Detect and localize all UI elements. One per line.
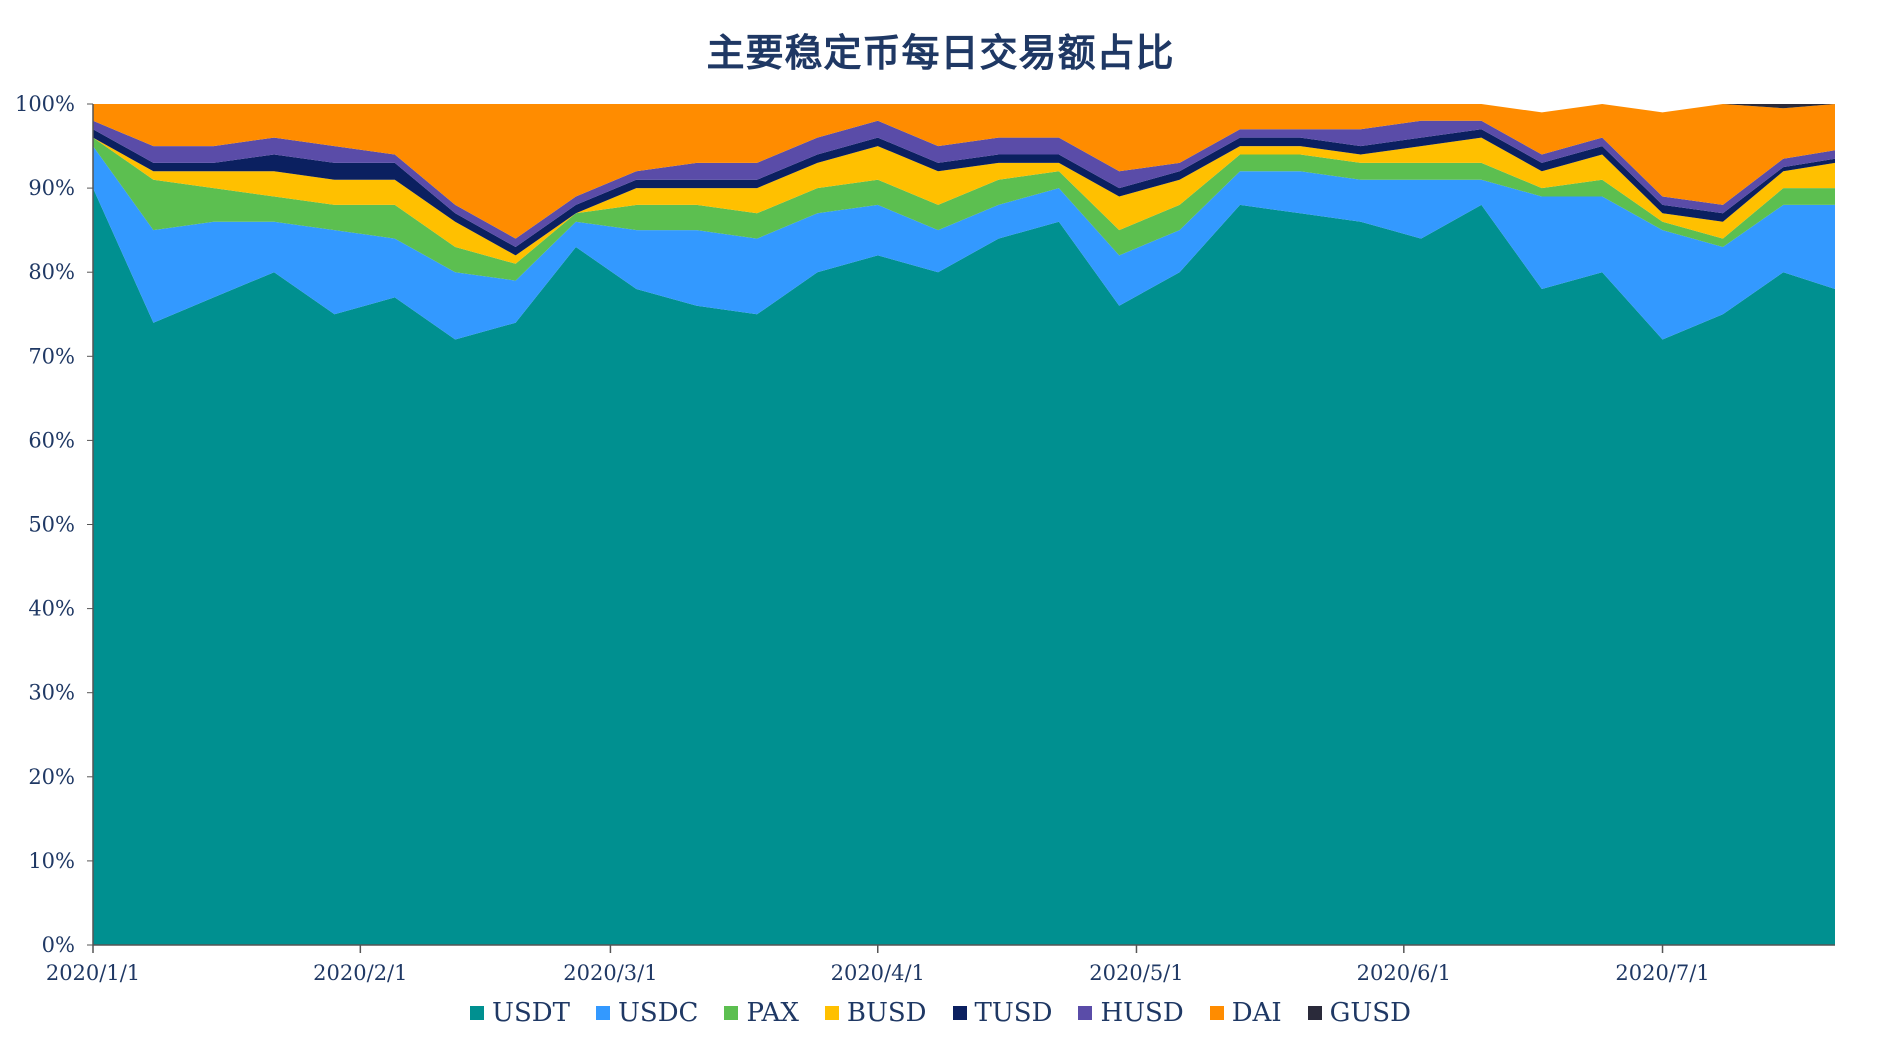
chart-title: 主要稳定币每日交易额占比 (706, 30, 1175, 75)
area-series-usdc (93, 146, 1835, 340)
legend-swatch (595, 1006, 610, 1020)
legend-item-busd: BUSD (824, 998, 927, 1028)
area-series-usdt (93, 188, 1835, 946)
legend-item-dai: DAI (1209, 998, 1282, 1028)
legend-swatch (824, 1006, 839, 1020)
legend-label: HUSD (1100, 998, 1184, 1028)
area-series-pax (93, 137, 1835, 281)
legend-item-gusd: GUSD (1307, 998, 1411, 1028)
y-tick-label: 30% (28, 681, 75, 705)
legend-item-husd: HUSD (1078, 998, 1184, 1028)
y-tick-label: 100% (15, 92, 75, 116)
x-tick-label: 2020/5/1 (1089, 961, 1183, 985)
legend-item-usdc: USDC (595, 998, 699, 1028)
legend-label: USDT (492, 998, 570, 1028)
legend-label: USDC (617, 998, 699, 1028)
legend-label: BUSD (846, 998, 927, 1028)
y-tick-label: 0% (42, 933, 75, 957)
y-tick-label: 40% (28, 597, 75, 621)
legend-swatch (1307, 1006, 1322, 1020)
y-tick-label: 50% (28, 513, 75, 537)
legend-swatch (1209, 1006, 1224, 1020)
x-tick-label: 2020/3/1 (563, 961, 657, 985)
x-tick-label: 2020/6/1 (1357, 961, 1451, 985)
y-tick-label: 70% (28, 344, 75, 368)
x-tick-label: 2020/4/1 (831, 961, 925, 985)
y-tick-label: 80% (28, 260, 75, 284)
area-series-dai (93, 104, 1835, 239)
legend-item-tusd: TUSD (952, 998, 1053, 1028)
chart-legend: USDT USDC PAX BUSD TUSD HUSD DAI GUSD (0, 998, 1881, 1028)
legend-label: PAX (746, 998, 799, 1028)
legend-swatch (952, 1006, 967, 1020)
y-tick-label: 90% (28, 176, 75, 200)
legend-label: DAI (1231, 998, 1282, 1028)
area-series-husd (93, 120, 1835, 247)
legend-swatch (1078, 1006, 1093, 1020)
x-tick-label: 2020/2/1 (313, 961, 407, 985)
legend-label: TUSD (974, 998, 1053, 1028)
y-tick-label: 20% (28, 765, 75, 789)
y-tick-label: 60% (28, 428, 75, 452)
legend-swatch (724, 1006, 739, 1020)
y-tick-label: 10% (28, 849, 75, 873)
legend-label: GUSD (1329, 998, 1411, 1028)
x-tick-label: 2020/1/1 (46, 961, 140, 985)
x-tick-label: 2020/7/1 (1615, 961, 1709, 985)
area-series-group (93, 104, 1835, 946)
legend-item-usdt: USDT (470, 998, 570, 1028)
legend-swatch (470, 1006, 485, 1020)
legend-item-pax: PAX (724, 998, 799, 1028)
